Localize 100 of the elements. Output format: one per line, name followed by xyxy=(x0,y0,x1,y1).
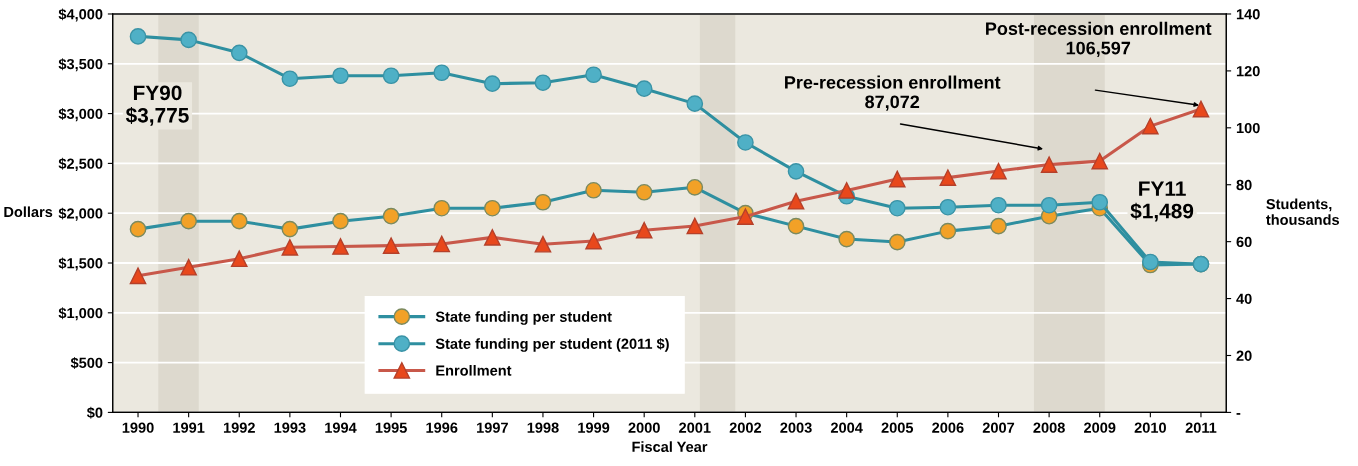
point xyxy=(484,199,501,217)
x-tick-label: 1998 xyxy=(527,422,559,433)
point xyxy=(1091,152,1109,170)
annotation: Pre-recession enrollment 87,072 xyxy=(785,75,1001,111)
point xyxy=(838,230,855,248)
point xyxy=(281,239,299,256)
point xyxy=(737,208,754,225)
point xyxy=(1142,117,1159,135)
legend-label: State funding per student (2011 $) xyxy=(435,337,669,352)
point xyxy=(635,80,653,98)
x-tick-label: 1994 xyxy=(325,422,357,433)
point xyxy=(484,229,501,246)
y2-tick-label: 60 xyxy=(1236,236,1252,248)
point xyxy=(281,70,299,88)
point xyxy=(1040,196,1058,214)
y-axis-title: Dollars xyxy=(4,206,53,218)
point xyxy=(382,237,400,254)
point xyxy=(332,238,349,255)
y-tick-label: $3,000 xyxy=(58,108,103,122)
legend-label: Enrollment xyxy=(436,364,512,376)
point xyxy=(585,181,602,199)
point xyxy=(888,170,906,188)
point xyxy=(686,95,704,112)
x-tick-label: 2001 xyxy=(679,422,711,433)
point xyxy=(990,217,1007,235)
point xyxy=(585,232,602,250)
legend-label: State funding per student xyxy=(435,311,612,325)
y2-tick-label: 100 xyxy=(1236,122,1260,134)
point xyxy=(180,31,197,49)
y-tick-label: $4,000 xyxy=(58,8,103,22)
x-tick-label: 2005 xyxy=(881,422,914,433)
x-tick-label: 2010 xyxy=(1134,422,1166,433)
x-tick-label: 2008 xyxy=(1033,422,1065,433)
y2-tick-label: 140 xyxy=(1236,9,1260,20)
point xyxy=(585,66,602,84)
point xyxy=(787,217,805,235)
x-tick-label: 1990 xyxy=(122,422,154,433)
x-tick-label: 2004 xyxy=(830,422,863,433)
annotation: FY11 $1,489 xyxy=(1130,181,1194,222)
point xyxy=(1192,100,1210,118)
point xyxy=(990,162,1007,180)
point xyxy=(686,178,704,196)
x-tick-label: 1992 xyxy=(223,422,255,433)
point xyxy=(332,212,349,230)
x-tick-label: 2007 xyxy=(982,422,1015,433)
point xyxy=(180,258,197,276)
point xyxy=(888,233,906,251)
point xyxy=(686,217,704,235)
y-tick-label: $2,000 xyxy=(58,207,103,221)
point xyxy=(534,235,552,253)
point xyxy=(129,28,147,45)
x-tick-label: 1996 xyxy=(426,422,458,433)
x-tick-label: 2000 xyxy=(628,422,660,433)
point xyxy=(939,169,957,186)
point xyxy=(180,212,197,230)
y-tick-label: $2,500 xyxy=(58,157,103,171)
point xyxy=(433,64,451,82)
x-tick-label: 2011 xyxy=(1185,422,1217,433)
x-tick-label: 1995 xyxy=(375,422,407,433)
y2-tick-label: - xyxy=(1236,413,1241,415)
point xyxy=(939,198,957,216)
x-tick-label: 2003 xyxy=(780,422,812,433)
x-tick-label: 2002 xyxy=(729,422,762,433)
point xyxy=(838,182,855,199)
y2-tick-label: 120 xyxy=(1236,66,1260,77)
y2-axis-title: Students, thousands xyxy=(1266,198,1340,225)
y-tick-label: $0 xyxy=(86,406,103,419)
point xyxy=(281,220,299,238)
point xyxy=(382,67,400,85)
y-tick-label: $3,500 xyxy=(58,58,103,72)
point xyxy=(888,199,906,217)
annotation: Post-recession enrollment 106,597 xyxy=(986,21,1212,58)
y-tick-label: $1,000 xyxy=(58,307,103,321)
point xyxy=(230,44,248,62)
annotation: FY90 $3,775 xyxy=(125,85,189,126)
y2-tick-label: 20 xyxy=(1236,350,1252,361)
x-tick-label: 2006 xyxy=(932,422,964,433)
point xyxy=(484,75,501,93)
y2-tick-label: 80 xyxy=(1236,179,1252,191)
y-tick-label: $500 xyxy=(70,357,103,369)
point xyxy=(230,250,248,268)
point xyxy=(1040,156,1058,173)
point xyxy=(737,134,754,151)
point xyxy=(433,199,451,217)
x-tick-label: 1993 xyxy=(274,422,306,433)
x-tick-label: 1999 xyxy=(578,422,610,433)
point xyxy=(332,67,349,85)
point xyxy=(382,207,400,225)
point xyxy=(230,212,248,230)
point xyxy=(787,192,805,210)
point xyxy=(635,183,653,201)
x-tick-label: 2009 xyxy=(1084,422,1116,433)
x-axis-title: Fiscal Year xyxy=(632,441,708,452)
point xyxy=(534,74,552,92)
point xyxy=(1091,193,1109,211)
point xyxy=(129,267,147,285)
y2-tick-label: 40 xyxy=(1236,293,1252,304)
point xyxy=(635,221,653,239)
point xyxy=(433,235,451,253)
point xyxy=(939,222,957,240)
